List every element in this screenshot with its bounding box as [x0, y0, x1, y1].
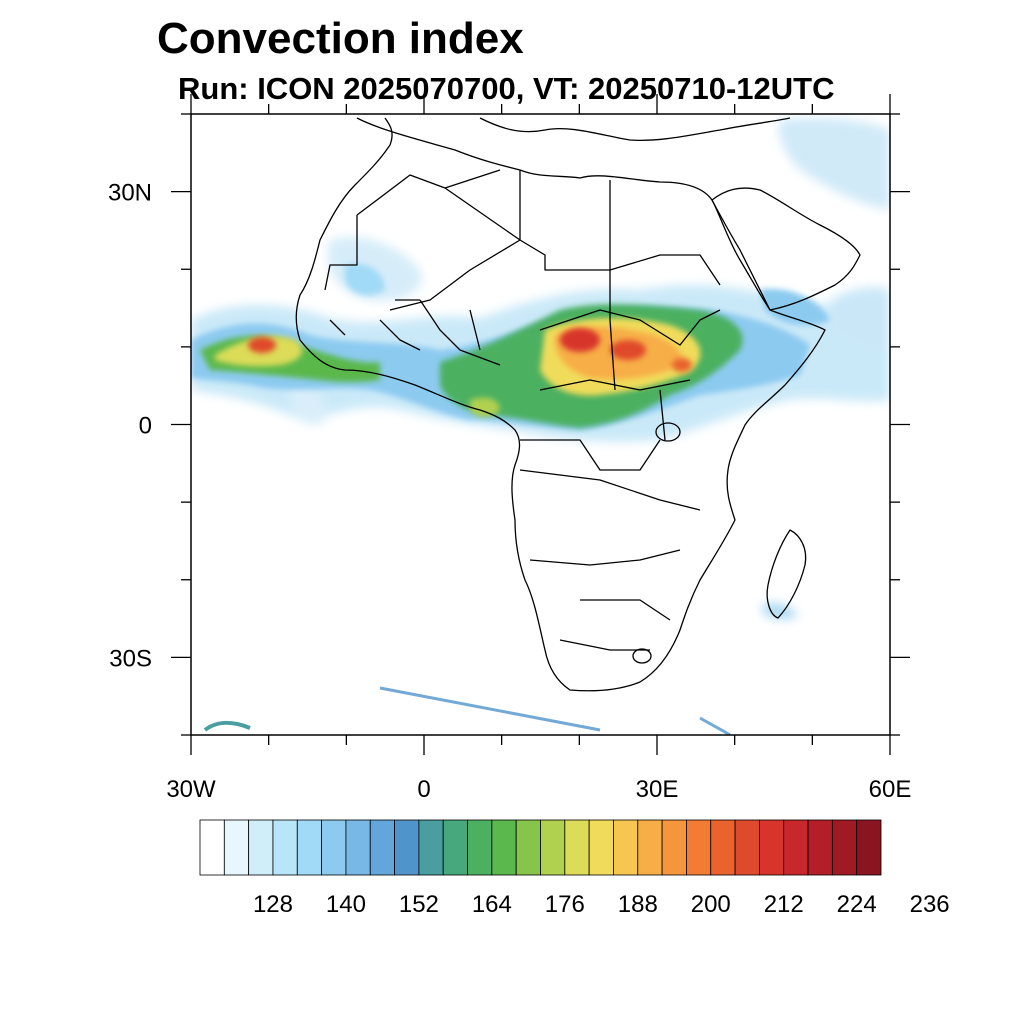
colorbar-swatch	[394, 819, 420, 876]
field-core-east	[672, 358, 692, 372]
lat-label: 30N	[108, 180, 152, 207]
colorbar-label: 140	[326, 891, 366, 918]
colorbar-swatch	[734, 819, 760, 876]
africa-coastline	[295, 117, 826, 692]
colorbar-swatch	[564, 819, 590, 876]
colorbar-label: 212	[764, 891, 804, 918]
colorbar-label: 152	[399, 891, 439, 918]
colorbar-swatch	[418, 819, 444, 876]
field-streak-southwest	[203, 721, 251, 732]
field-streak-south	[379, 686, 601, 732]
field-arabian-sea-patch	[830, 287, 890, 352]
arabia-coastline	[711, 187, 861, 311]
colorbar-swatch	[272, 819, 298, 876]
field-arabia-patch	[778, 118, 890, 210]
colorbar-swatch	[442, 819, 468, 876]
madagascar-coastline	[766, 529, 807, 619]
colorbar-labels: 128 140 152 164 176 188 200 212 224 236	[253, 891, 950, 918]
field-core-west	[248, 337, 276, 353]
mediterranean-north	[479, 117, 791, 141]
lesotho	[632, 648, 652, 664]
longitude-labels: 30W 0 30E 60E	[166, 776, 911, 803]
field-madagascar-patch	[762, 603, 798, 620]
colorbar-swatch	[856, 819, 882, 876]
colorbar-swatch	[467, 819, 493, 876]
colorbar-label: 164	[472, 891, 512, 918]
colorbar-swatch	[248, 819, 274, 876]
colorbar-swatch	[637, 819, 663, 876]
field-sahara-blue	[345, 263, 385, 296]
colorbar-swatch	[686, 819, 712, 876]
colorbar-label: 176	[545, 891, 585, 918]
lon-label: 0	[417, 776, 430, 803]
colorbar-swatch	[710, 819, 736, 876]
colorbar-swatch	[296, 819, 323, 876]
colorbar-swatch	[540, 819, 566, 876]
colorbar-label: 236	[910, 891, 950, 918]
colorbar-swatch	[369, 819, 395, 876]
field-streak-south-2	[699, 716, 731, 735]
colorbar	[199, 819, 882, 876]
lon-label: 30W	[166, 776, 216, 803]
field-tail-west	[290, 384, 326, 426]
lon-label: 60E	[869, 776, 912, 803]
colorbar-label: 188	[618, 891, 658, 918]
field-core-sudan	[610, 340, 646, 360]
field-core-darfur	[560, 328, 600, 352]
colorbar-label: 128	[253, 891, 293, 918]
axis-ticks	[171, 94, 910, 755]
coastlines-borders	[295, 117, 861, 692]
field-horn-blue	[760, 289, 830, 326]
colorbar-swatch	[199, 819, 225, 876]
colorbar-swatch	[491, 819, 517, 876]
colorbar-swatch	[515, 819, 541, 876]
lat-label: 30S	[109, 645, 152, 672]
colorbar-swatch	[831, 819, 858, 876]
lon-label: 30E	[636, 776, 679, 803]
colorbar-swatch	[807, 819, 833, 876]
convection-field	[191, 118, 890, 735]
colorbar-swatch	[345, 819, 371, 876]
colorbar-swatch	[783, 819, 809, 876]
colorbar-swatch	[321, 819, 347, 876]
colorbar-swatch	[588, 819, 614, 876]
lat-label: 0	[139, 413, 152, 440]
field-yellow-gulf	[470, 397, 500, 417]
lake-victoria	[655, 422, 681, 442]
colorbar-label: 224	[837, 891, 877, 918]
chart-title: Convection index	[157, 14, 524, 63]
colorbar-label: 200	[691, 891, 731, 918]
colorbar-swatch	[661, 819, 687, 876]
colorbar-swatch	[223, 819, 250, 876]
colorbar-swatch	[758, 819, 785, 876]
border-lines	[324, 169, 721, 651]
chart-subtitle: Run: ICON 2025070700, VT: 20250710-12UTC	[178, 71, 835, 106]
latitude-labels: 30N 0 30S	[108, 180, 152, 673]
colorbar-swatch	[613, 819, 639, 876]
